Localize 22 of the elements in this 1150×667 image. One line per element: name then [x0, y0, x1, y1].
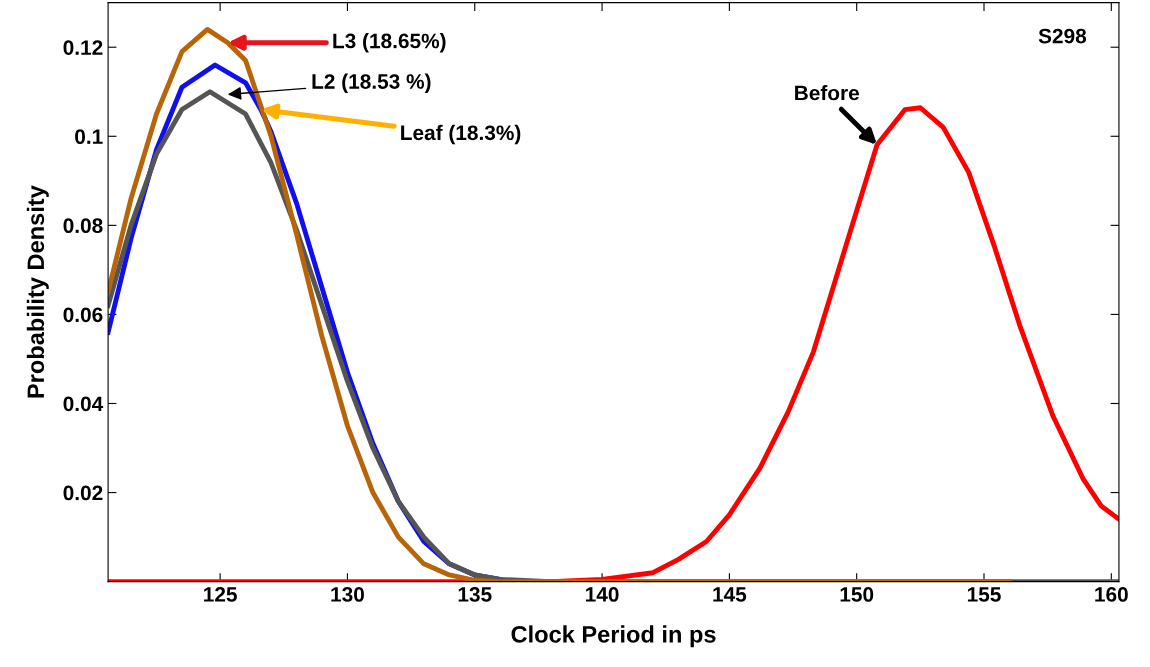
y-tick-label: 0.06: [63, 307, 103, 323]
y-tick-label: 0.04: [63, 396, 104, 412]
y-tick-label: 0.1: [75, 129, 103, 145]
annotation: Leaf (18.3%): [401, 124, 521, 145]
y-axis-title: Probability Density: [26, 185, 49, 398]
x-tick-label: 125: [204, 587, 237, 602]
annotation: S298: [1038, 28, 1087, 44]
annotation: Before: [795, 85, 859, 101]
x-tick-label: 140: [586, 587, 619, 602]
line-series: [108, 26, 1012, 582]
x-axis-title: Clock Period in ps: [511, 625, 716, 648]
y-tick-label: 0.12: [63, 40, 103, 55]
annotation: L3 (18.65%): [333, 33, 446, 53]
annotation: L2 (18.53 %): [312, 73, 431, 94]
x-tick-label: 155: [967, 587, 1001, 602]
y-tick-label: 0.08: [63, 218, 103, 234]
x-tick-label: 150: [840, 587, 874, 602]
y-tick-label: 0.02: [63, 485, 103, 501]
x-tick-label: 145: [713, 587, 747, 602]
x-tick-label: 130: [331, 587, 364, 602]
x-tick-label: 160: [1095, 587, 1128, 602]
x-tick-label: 135: [458, 587, 492, 602]
